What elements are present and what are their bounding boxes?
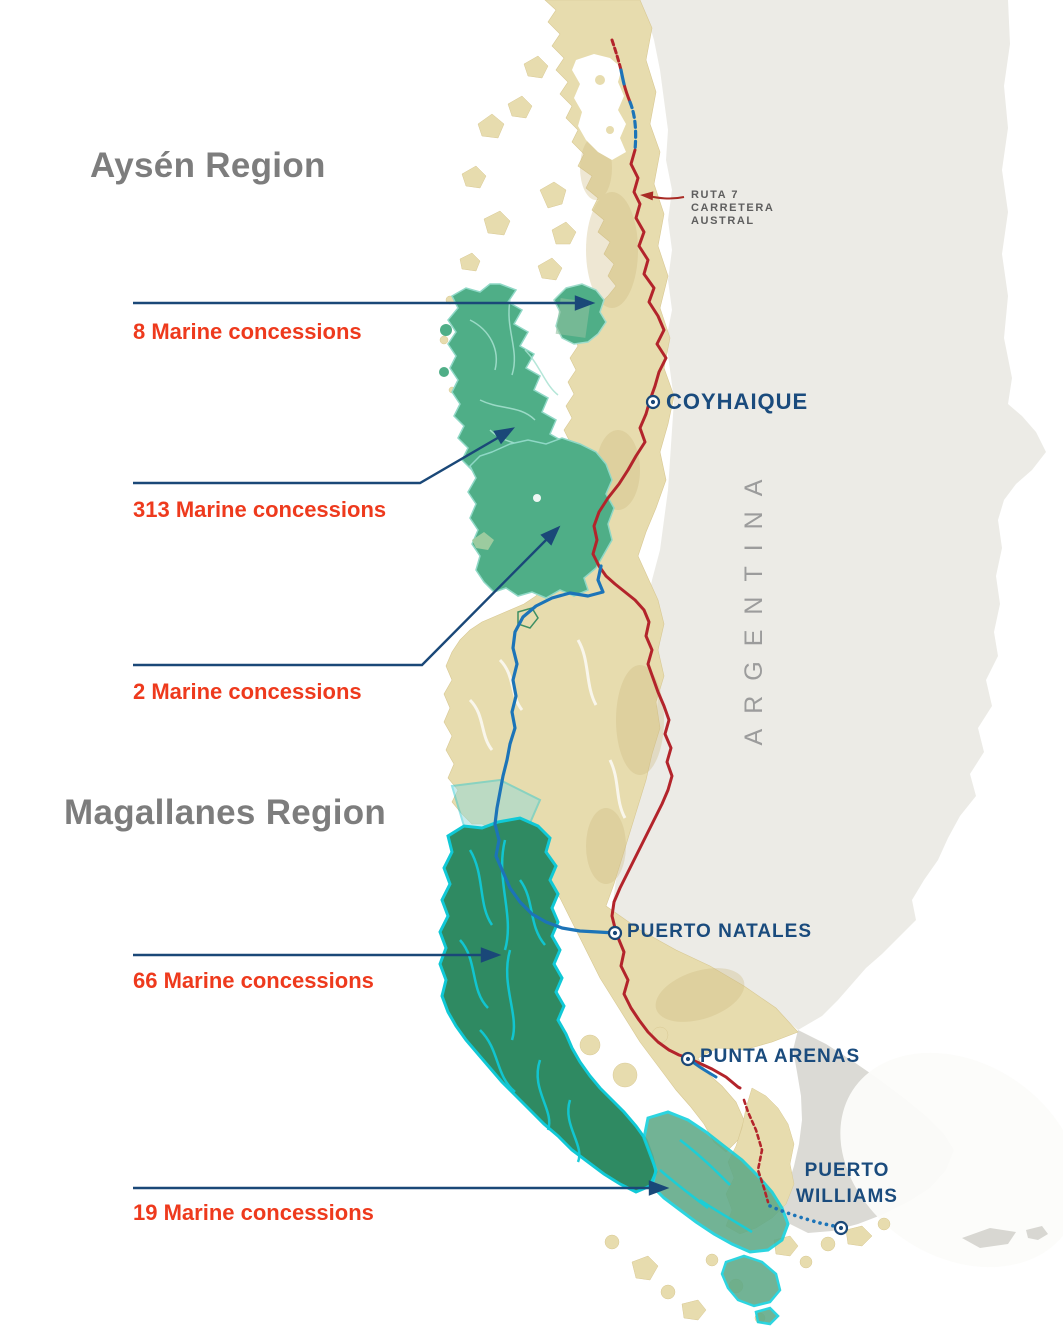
- lake-dot: [533, 494, 541, 502]
- ruta7-label-line1: RUTA 7: [691, 189, 740, 201]
- city-marker-puerto-williams: [833, 1220, 849, 1236]
- leader-line-313-concessions: [133, 427, 515, 485]
- ruta7-label-line3: AUSTRAL: [691, 215, 755, 227]
- concession-leader-lines: [133, 295, 670, 1196]
- leader-line-19-concessions: [133, 1180, 670, 1196]
- strait-islets: [575, 1026, 669, 1093]
- ferry-route: [493, 68, 836, 1228]
- city-marker-puerto-natales: [607, 925, 623, 941]
- city-label-puerto-williams: PUERTO WILLIAMS: [796, 1160, 898, 1207]
- label-2-marine-concessions: 2 Marine concessions: [133, 679, 362, 704]
- ruta7-label-line2: CARRETERA: [691, 202, 775, 214]
- aysen-outlier-islet: [439, 367, 449, 377]
- ferry-route-segment-top: [619, 68, 626, 86]
- city-marker-coyhaique: [645, 394, 661, 410]
- argentina-country-label: ARGENTINA: [740, 464, 768, 746]
- ruta7-road-dashed-north: [610, 38, 623, 72]
- ruta7-road-dashed-south: [742, 1098, 770, 1204]
- aysen-outlier-islet: [440, 324, 452, 336]
- pale-islet: [472, 532, 494, 550]
- label-66-marine-concessions: 66 Marine concessions: [133, 968, 374, 993]
- aysen-region-title: Aysén Region: [90, 146, 326, 185]
- magallanes-concession-tip-piece: [754, 1306, 780, 1326]
- ferry-route-main: [493, 564, 617, 935]
- white-fade-oval: [840, 1052, 1063, 1268]
- bay-islet: [595, 75, 605, 85]
- ruta7-road-label: RUTA 7 CARRETERA AUSTRAL: [691, 189, 774, 228]
- city-label-punta-arenas: PUNTA ARENAS: [700, 1046, 861, 1067]
- label-313-marine-concessions: 313 Marine concessions: [133, 497, 387, 522]
- leader-line-8-concessions: [133, 295, 596, 311]
- city-markers: [607, 394, 849, 1236]
- city-marker-punta-arenas: [680, 1051, 696, 1067]
- leader-line-66-concessions: [133, 947, 502, 963]
- magallanes-concession-areas: [438, 778, 790, 1326]
- city-label-puerto-natales: PUERTO NATALES: [627, 921, 813, 942]
- magallanes-concession-se-piece: [720, 1254, 782, 1308]
- gray-islet-east-small: [1026, 1226, 1048, 1240]
- ferry-route-dotted-williams: [768, 1204, 836, 1228]
- ruta7-road-main: [591, 148, 742, 1090]
- magallanes-concession-south-band: [642, 1110, 790, 1254]
- city-label-coyhaique: COYHAIQUE: [666, 389, 809, 414]
- leader-line-2-concessions: [133, 525, 561, 667]
- south-band-channel-lines: [659, 1139, 753, 1234]
- gray-islet-east: [962, 1228, 1016, 1248]
- bay-islet: [606, 126, 614, 134]
- label-8-marine-concessions: 8 Marine concessions: [133, 319, 362, 344]
- northern-bay-water: [572, 54, 626, 160]
- northwest-islands: [439, 55, 577, 394]
- fjord-water-streaks: [468, 639, 627, 819]
- label-19-marine-concessions: 19 Marine concessions: [133, 1200, 374, 1225]
- argentina-landmass: [612, 0, 1046, 1030]
- aysen-concession-areas: [439, 283, 615, 629]
- small-concession-outline: [517, 607, 539, 629]
- ruta7-pointer-arrow: [640, 191, 685, 201]
- ferry-route-dashed-north: [628, 100, 638, 152]
- magallanes-region-title: Magallanes Region: [64, 793, 387, 832]
